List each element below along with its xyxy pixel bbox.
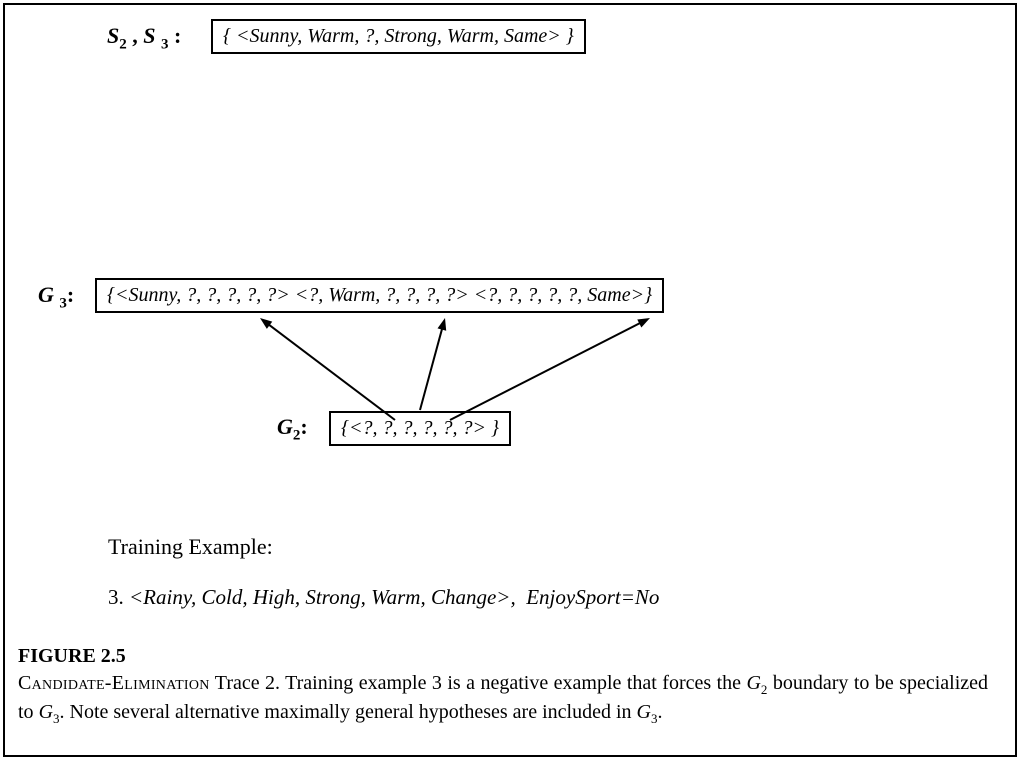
training-example-heading: Training Example:	[108, 534, 273, 560]
training-example-3: 3. <Rainy, Cold, High, Strong, Warm, Cha…	[108, 585, 659, 610]
figure-caption-body: Candidate-Elimination Trace 2. Training …	[18, 670, 988, 727]
figure-caption-title: FIGURE 2.5	[18, 645, 126, 668]
s2-s3-label: S2 , S 3 :	[107, 23, 181, 53]
g2-hypothesis-box: {<?, ?, ?, ?, ?, ?> }	[329, 411, 511, 446]
g2-label: G2:	[277, 414, 308, 444]
s-hypothesis-box: { <Sunny, Warm, ?, Strong, Warm, Same> }	[211, 19, 586, 54]
g3-hypothesis-box: {<Sunny, ?, ?, ?, ?, ?> <?, Warm, ?, ?, …	[95, 278, 664, 313]
page: S2 , S 3 : { <Sunny, Warm, ?, Strong, Wa…	[0, 0, 1022, 762]
g3-label: G 3:	[38, 282, 74, 312]
page-border	[3, 3, 1017, 757]
